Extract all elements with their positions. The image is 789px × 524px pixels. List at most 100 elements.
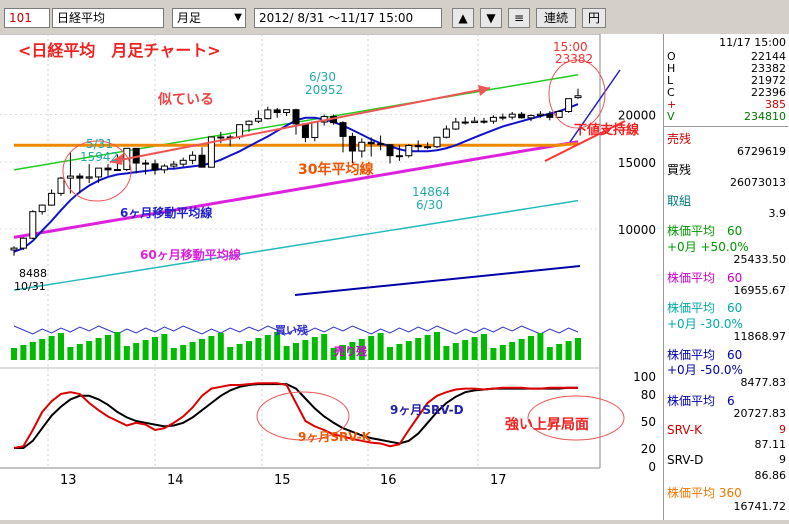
ma60-minus30-line [13,199,579,291]
datetime-value: 11/17 15:00 [719,36,786,49]
volume-bar [471,337,478,360]
candle-body [283,109,291,114]
info-label: 株価平均 6 [667,393,735,408]
date-range-text: 2012/ 8/31 ～11/17 15:00 [259,11,414,25]
low-value-label: 8488 [19,267,47,280]
candle-body [236,124,244,138]
volume-bar [11,348,17,360]
candle-body [348,135,356,152]
volume-bar [86,341,93,360]
similar-arrow [109,87,491,163]
info-value: 26073013 [730,176,786,190]
ohlc-label: V [667,110,675,123]
candle-body [527,114,535,119]
volume-bar [48,336,55,360]
volume-bar [293,343,299,360]
volume-bar [161,334,168,360]
x-tick-label: 17 [490,473,507,488]
info-value: 8477.83 [740,376,787,390]
volume-bar [236,344,243,360]
down-arrow-icon: ▼ [486,11,496,25]
period-text: 月足 [177,11,202,25]
candle-body [113,168,121,171]
info-panel: 11/17 15:00 O 22144 H 23382 L 21972 C 22396 +385… [663,34,789,520]
info-row: +0月 +50.0% [664,238,788,254]
y-tick-label: 15000 [618,156,656,170]
volume-bar [283,346,290,360]
volume-bar [321,334,328,360]
volume-bar [189,342,196,360]
info-label: 株価平均 60 [667,347,743,362]
info-row: 6729619 [664,145,788,158]
candle-body [85,176,93,179]
candle-body [395,155,403,158]
volume-bar [499,345,506,360]
trend-line [569,69,621,143]
y-tick-label: 10000 [618,223,656,237]
code-input[interactable]: 101 [4,8,50,28]
ohlc-value: 234810 [744,110,786,123]
candle-body [405,145,413,157]
volume-bar [208,336,215,360]
peak-value-label: 15942 [80,150,118,164]
volume-bar [58,333,64,360]
ma60-minus50-line [294,265,581,296]
candle-body [471,120,479,124]
volume-bar [528,336,534,360]
candle-body [536,113,544,116]
candle-body [480,120,488,123]
volume-bar [152,337,158,360]
ma30y-label: 30年平均線 [298,161,373,178]
candle-body [217,136,225,139]
name-field[interactable]: 日経平均 [52,8,164,28]
yen-button[interactable]: 円 [582,8,606,28]
volume-bar [123,346,130,360]
info-value: 25433.50 [733,253,787,267]
buy-remain-label: 買い残 [275,323,308,337]
srvd-label: 9ヶ月SRV-D [390,403,464,417]
info-row: 86.86 [664,469,788,482]
x-tick-label: 15 [274,473,291,488]
menu-button[interactable]: ≡ [508,8,530,28]
period-select[interactable]: 月足 ▼ [172,8,246,28]
peak-value-label: 23382 [555,52,593,66]
osc-tick-label: 0 [648,460,656,474]
info-row: +0月 -50.0% [664,361,788,377]
low-value-label: 14864 [412,185,450,199]
x-tick-label: 14 [167,473,184,488]
candle-body [433,136,441,148]
candle-body [245,120,253,126]
info-row: 26073013 [664,176,788,189]
info-row: SRV-D 9 [664,453,788,467]
up-button[interactable]: ▲ [452,8,474,28]
volume-bar [217,333,224,360]
candle-body [292,109,300,125]
candle-body [48,192,56,206]
volume-bar [133,343,140,360]
candle-body [76,175,84,179]
candle-body [461,121,469,124]
circle-highlight [256,391,350,441]
candle-body [151,163,159,171]
info-label: 株価平均 60 [667,301,743,316]
code-text: 101 [9,11,32,25]
candle-body [264,109,272,120]
ohlc-value: 21972 [751,74,786,87]
volume-bar [556,344,563,360]
down-button[interactable]: ▼ [480,8,502,28]
chevron-down-icon: ▼ [234,12,242,23]
candle-body [273,109,281,114]
menu-icon: ≡ [513,11,525,25]
date-range-field[interactable]: 2012/ 8/31 ～11/17 15:00 [254,8,442,28]
info-value: 9 [779,422,786,436]
volume-bar [274,332,281,360]
toolbar: 101 日経平均 月足 ▼ 2012/ 8/31 ～11/17 15:00 ▲ ▼… [0,0,789,35]
continuous-button[interactable]: 連続 [536,8,576,28]
candle-body [565,98,573,113]
candle-body [377,143,385,146]
info-value: 16741.72 [733,499,787,513]
info-row: 25433.50 [664,253,788,266]
volume-bar [76,344,83,360]
candle-body [499,116,507,119]
candle-body [198,154,206,168]
